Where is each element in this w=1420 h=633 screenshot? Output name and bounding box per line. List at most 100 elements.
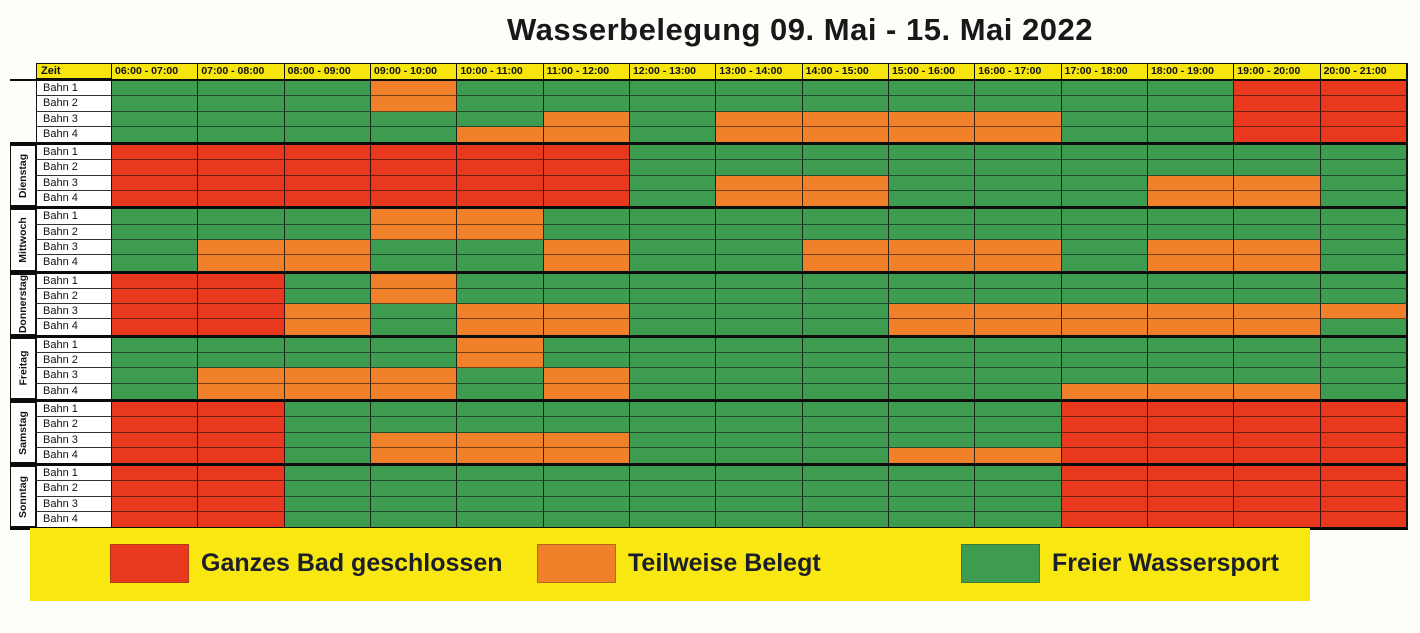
slot-cell-partial bbox=[716, 175, 803, 192]
slot-cell-free bbox=[1147, 209, 1235, 225]
slot-cell-free bbox=[198, 224, 285, 240]
day-label: Dienstag bbox=[17, 153, 29, 198]
slot-cell-closed bbox=[543, 175, 630, 192]
slot-cell-partial bbox=[888, 239, 976, 256]
slot-cell-free bbox=[888, 209, 976, 225]
slot-cell-free bbox=[716, 496, 803, 513]
slot-cell-free bbox=[888, 337, 976, 354]
slot-cell-partial bbox=[1147, 175, 1235, 192]
page-title: Wasserbelegung 09. Mai - 15. Mai 2022 bbox=[507, 12, 1093, 47]
slot-cell-free bbox=[543, 496, 630, 513]
lane-row: Bahn 1 bbox=[36, 401, 1408, 418]
time-header-cell: 20:00 - 21:00 bbox=[1320, 63, 1408, 79]
slot-cell-free bbox=[975, 417, 1062, 433]
slot-cell-partial bbox=[802, 239, 889, 256]
slot-cell-closed bbox=[1147, 447, 1235, 464]
time-header-cell: 15:00 - 16:00 bbox=[888, 63, 976, 79]
slot-cell-free bbox=[629, 273, 717, 289]
slot-cell-free bbox=[543, 273, 630, 289]
legend-label-free: Freier Wassersport bbox=[1052, 549, 1279, 577]
slot-cell-closed bbox=[112, 160, 199, 176]
slot-cell-partial bbox=[370, 383, 458, 399]
slot-cell-free bbox=[370, 481, 458, 497]
slot-cell-partial bbox=[198, 255, 285, 271]
lane-label: Bahn 4 bbox=[36, 255, 112, 271]
slot-cell-free bbox=[1320, 160, 1408, 176]
slot-cell-closed bbox=[1320, 432, 1408, 448]
slot-cell-free bbox=[284, 337, 371, 354]
slot-cell-partial bbox=[370, 273, 458, 289]
slot-cell-closed bbox=[1320, 496, 1408, 513]
day-block: Samstag Bahn 1 Bahn 2 Bahn 3 Bahn 4 bbox=[10, 401, 1408, 467]
slot-cell-closed bbox=[112, 175, 199, 192]
slot-cell-closed bbox=[370, 160, 458, 176]
slot-cell-free bbox=[888, 496, 976, 513]
slot-cell-partial bbox=[457, 224, 544, 240]
day-label-cell: Dienstag bbox=[10, 145, 36, 207]
slot-cell-partial bbox=[1147, 239, 1235, 256]
slot-cell-free bbox=[1061, 337, 1148, 354]
slot-cell-closed bbox=[198, 401, 285, 418]
slot-cell-free bbox=[284, 96, 371, 112]
slot-cell-partial bbox=[888, 111, 976, 127]
time-header-cell: 13:00 - 14:00 bbox=[716, 63, 803, 79]
slot-cell-partial bbox=[284, 255, 371, 271]
slot-cell-partial bbox=[1234, 383, 1321, 399]
slot-cell-free bbox=[112, 81, 199, 97]
slot-cell-free bbox=[457, 383, 544, 399]
time-header-cell: 17:00 - 18:00 bbox=[1061, 63, 1148, 79]
slot-cell-partial bbox=[370, 288, 458, 305]
day-label-cell bbox=[10, 81, 36, 142]
slot-cell-partial bbox=[1147, 319, 1235, 335]
legend-item-partial: Teilweise Belegt bbox=[537, 544, 821, 583]
slot-cell-free bbox=[629, 255, 717, 271]
slot-cell-partial bbox=[1061, 319, 1148, 335]
slot-cell-free bbox=[888, 191, 976, 207]
slot-cell-free bbox=[629, 191, 717, 207]
lane-label: Bahn 4 bbox=[36, 447, 112, 464]
slot-cell-free bbox=[888, 175, 976, 192]
slot-cell-free bbox=[802, 160, 889, 176]
slot-cell-closed bbox=[457, 191, 544, 207]
day-label: Mittwoch bbox=[17, 217, 29, 263]
slot-cell-free bbox=[716, 224, 803, 240]
slot-cell-free bbox=[1320, 368, 1408, 384]
slot-cell-partial bbox=[716, 191, 803, 207]
slot-cell-free bbox=[1320, 383, 1408, 399]
slot-cell-free bbox=[370, 417, 458, 433]
slot-cell-free bbox=[457, 401, 544, 418]
slot-cell-free bbox=[802, 337, 889, 354]
slot-cell-free bbox=[1147, 353, 1235, 369]
slot-cell-free bbox=[284, 481, 371, 497]
slot-cell-partial bbox=[716, 111, 803, 127]
slot-cell-free bbox=[975, 496, 1062, 513]
slot-cell-closed bbox=[112, 288, 199, 305]
slot-cell-free bbox=[716, 432, 803, 448]
schedule-table: Zeit 06:00 - 07:00 07:00 - 08:00 08:00 - 09… bbox=[10, 63, 1408, 531]
lane-row: Bahn 2 bbox=[36, 417, 1408, 433]
slot-cell-free bbox=[1320, 337, 1408, 354]
slot-cell-free bbox=[629, 417, 717, 433]
slot-cell-free bbox=[802, 319, 889, 335]
slot-cell-free bbox=[198, 126, 285, 143]
slot-cell-closed bbox=[1234, 466, 1321, 482]
slot-cell-free bbox=[716, 337, 803, 354]
slot-cell-free bbox=[112, 224, 199, 240]
slot-cell-free bbox=[716, 96, 803, 112]
slot-cell-free bbox=[629, 481, 717, 497]
slot-cell-closed bbox=[1320, 447, 1408, 464]
slot-cell-free bbox=[716, 417, 803, 433]
slot-cell-closed bbox=[112, 447, 199, 464]
slot-cell-free bbox=[370, 512, 458, 528]
slot-cell-free bbox=[629, 224, 717, 240]
slot-cell-free bbox=[975, 191, 1062, 207]
lane-row: Bahn 2 bbox=[36, 96, 1408, 112]
slot-cell-free bbox=[370, 319, 458, 335]
slot-cell-free bbox=[1147, 96, 1235, 112]
slot-cell-closed bbox=[370, 191, 458, 207]
time-header-cell: 09:00 - 10:00 bbox=[370, 63, 458, 79]
slot-cell-free bbox=[370, 353, 458, 369]
partial-color-swatch bbox=[537, 544, 616, 583]
slot-cell-free bbox=[543, 353, 630, 369]
slot-cell-free bbox=[1147, 145, 1235, 161]
